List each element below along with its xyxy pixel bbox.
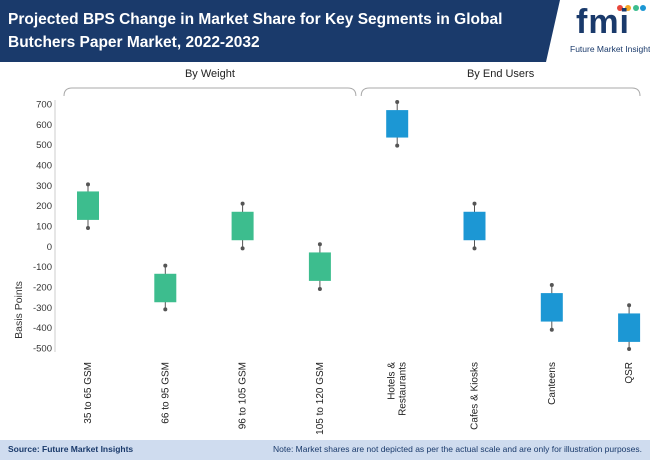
x-tick-label: Canteens: [547, 362, 558, 405]
whisker-high-point: [472, 201, 477, 206]
group-bracket: [360, 87, 641, 97]
x-tick-label: 105 to 120 GSM: [315, 362, 326, 435]
y-tick-label: 200: [36, 201, 52, 212]
whisker-high-point: [317, 242, 322, 247]
whisker-low-point: [86, 226, 90, 231]
x-tick-label: Hotels &: [387, 362, 398, 400]
box-1: [77, 191, 99, 220]
box-3: [231, 211, 254, 241]
x-tick-label: 66 to 95 GSM: [160, 362, 171, 424]
whisker-high-point: [86, 182, 90, 187]
box-2: [154, 273, 177, 303]
y-tick-label: 700: [36, 100, 52, 111]
x-tick-label: 96 to 105 GSM: [238, 362, 249, 429]
whisker-low-point: [395, 143, 400, 148]
whisker-low-point: [317, 287, 322, 292]
box-4: [308, 252, 331, 281]
box-5: [386, 110, 409, 138]
x-tick-label: 35 to 65 GSM: [83, 362, 94, 424]
y-tick-label: -500: [33, 344, 52, 355]
whisker-high-point: [549, 282, 554, 287]
y-tick-label: 400: [36, 161, 52, 172]
y-tick-label: 100: [36, 222, 52, 233]
whisker-high-point: [240, 201, 245, 206]
y-tick-label: 600: [36, 120, 52, 131]
footer-bar: Source: Future Market Insights Note: Mar…: [0, 440, 650, 460]
y-axis-label: Basis Points: [13, 281, 25, 339]
note-text: Note: Market shares are not depicted as …: [272, 444, 642, 454]
group-label: By Weight: [185, 68, 235, 80]
group-label: By End Users: [467, 68, 535, 80]
whisker-high-point: [627, 303, 632, 308]
box-6: [463, 211, 486, 241]
logo-subtitle: Future Market Insights: [570, 44, 650, 54]
source-text: Source: Future Market Insights: [8, 444, 134, 454]
whisker-low-point: [240, 246, 245, 251]
y-tick-label: 500: [36, 140, 52, 151]
page-title: Projected BPS Change in Market Share for…: [8, 11, 503, 51]
group-bracket: [63, 87, 357, 97]
x-tick-label: Restaurants: [398, 362, 409, 416]
whisker-high-point: [163, 263, 168, 268]
box-7: [540, 293, 563, 322]
header-banner: Projected BPS Change in Market Share for…: [0, 0, 650, 62]
y-tick-label: 300: [36, 181, 52, 192]
logo: fmi Future Market Insights: [546, 0, 650, 62]
whisker-low-point: [627, 347, 632, 352]
y-tick-label: -300: [33, 303, 52, 314]
logo-dots-icon: [617, 5, 646, 11]
logo-text: fmi: [576, 3, 630, 41]
whisker-low-point: [163, 307, 168, 312]
box-plot-chart: By Weight By End Users 700 600 500 400 300 200…: [13, 68, 641, 435]
y-tick-label: -400: [33, 323, 52, 334]
y-tick-label: -200: [33, 283, 52, 294]
y-tick-label: 0: [47, 242, 52, 253]
box-8: [618, 313, 641, 342]
x-tick-label: Cafes & Kiosks: [470, 362, 481, 430]
whisker-low-point: [472, 246, 477, 251]
whisker-high-point: [395, 99, 400, 104]
whisker-low-point: [549, 327, 554, 332]
y-tick-label: -100: [33, 262, 52, 273]
x-tick-label: QSR: [624, 362, 635, 384]
